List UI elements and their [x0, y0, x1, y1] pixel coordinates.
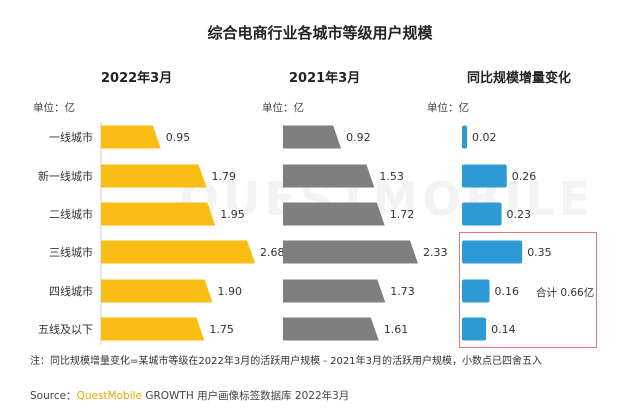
- data-label: 0.26: [512, 170, 536, 183]
- bar-panel_change: [462, 279, 490, 303]
- bar-panel_change: [462, 240, 523, 264]
- footnote: 注：同比规模增量变化=某城市等级在2022年3月的活跃用户规模 - 2021年3…: [30, 356, 542, 367]
- watermark: QUESTMOBILE: [180, 172, 594, 226]
- category-label: 二线城市: [49, 207, 93, 221]
- chart-title: 综合电商行业各城市等级用户规模: [207, 24, 433, 42]
- data-label: 0.95: [166, 131, 191, 144]
- data-label: 1.72: [390, 208, 415, 221]
- unit-label-2022: 单位：亿: [33, 102, 75, 114]
- data-label: 0.16: [495, 285, 520, 298]
- bar-panel_2021: [283, 317, 379, 341]
- data-label: 0.35: [527, 246, 552, 259]
- bar-panel_2021: [283, 279, 386, 303]
- source-prefix: Source：: [30, 390, 77, 402]
- category-label: 三线城市: [49, 245, 93, 259]
- data-label: 0.02: [472, 131, 497, 144]
- category-label: 新一线城市: [38, 169, 93, 183]
- data-label: 0.14: [491, 323, 515, 336]
- bar-panel_change: [462, 125, 467, 149]
- source-brand: QuestMobile: [76, 390, 142, 402]
- bar-panel_2022: [101, 240, 256, 264]
- unit-label-2021: 单位：亿: [262, 102, 304, 114]
- source-rest: GROWTH 用户画像标签数据库 2022年3月: [142, 390, 350, 402]
- panel-title-change: 同比规模增量变化: [467, 71, 572, 86]
- panel-title-2021: 2021年3月: [289, 71, 361, 86]
- data-label: 1.75: [209, 323, 234, 336]
- total-note: 合计 0.66亿: [536, 287, 595, 299]
- category-label: 四线城市: [49, 284, 93, 298]
- data-label: 1.79: [212, 170, 237, 183]
- category-label: 五线及以下: [38, 322, 93, 336]
- data-label: 0.92: [346, 131, 371, 144]
- bar-panel_2021: [283, 164, 375, 188]
- source-line: Source：QuestMobile GROWTH 用户画像标签数据库 2022…: [30, 388, 349, 403]
- data-label: 2.68: [260, 246, 285, 259]
- highlight-box: [459, 232, 597, 348]
- data-label: 1.90: [218, 285, 243, 298]
- bar-panel_change: [462, 202, 502, 226]
- bar-panel_2022: [101, 125, 161, 149]
- data-label: 1.53: [379, 170, 404, 183]
- bar-panel_change: [462, 164, 507, 188]
- bar-panel_change: [462, 317, 487, 341]
- bar-panel_2022: [101, 164, 207, 188]
- bar-panel_2022: [101, 279, 213, 303]
- data-label: 1.73: [390, 285, 415, 298]
- bar-panel_2022: [101, 202, 216, 226]
- data-label: 2.33: [423, 246, 448, 259]
- bar-panel_2021: [283, 202, 385, 226]
- data-label: 1.61: [384, 323, 409, 336]
- category-label: 一线城市: [49, 130, 93, 144]
- bar-panel_2021: [283, 240, 418, 264]
- data-label: 0.23: [507, 208, 532, 221]
- panel-title-2022: 2022年3月: [101, 71, 173, 86]
- bar-panel_2021: [283, 125, 342, 149]
- bar-panel_2022: [101, 317, 205, 341]
- unit-label-change: 单位：亿: [427, 102, 469, 114]
- data-label: 1.95: [220, 208, 245, 221]
